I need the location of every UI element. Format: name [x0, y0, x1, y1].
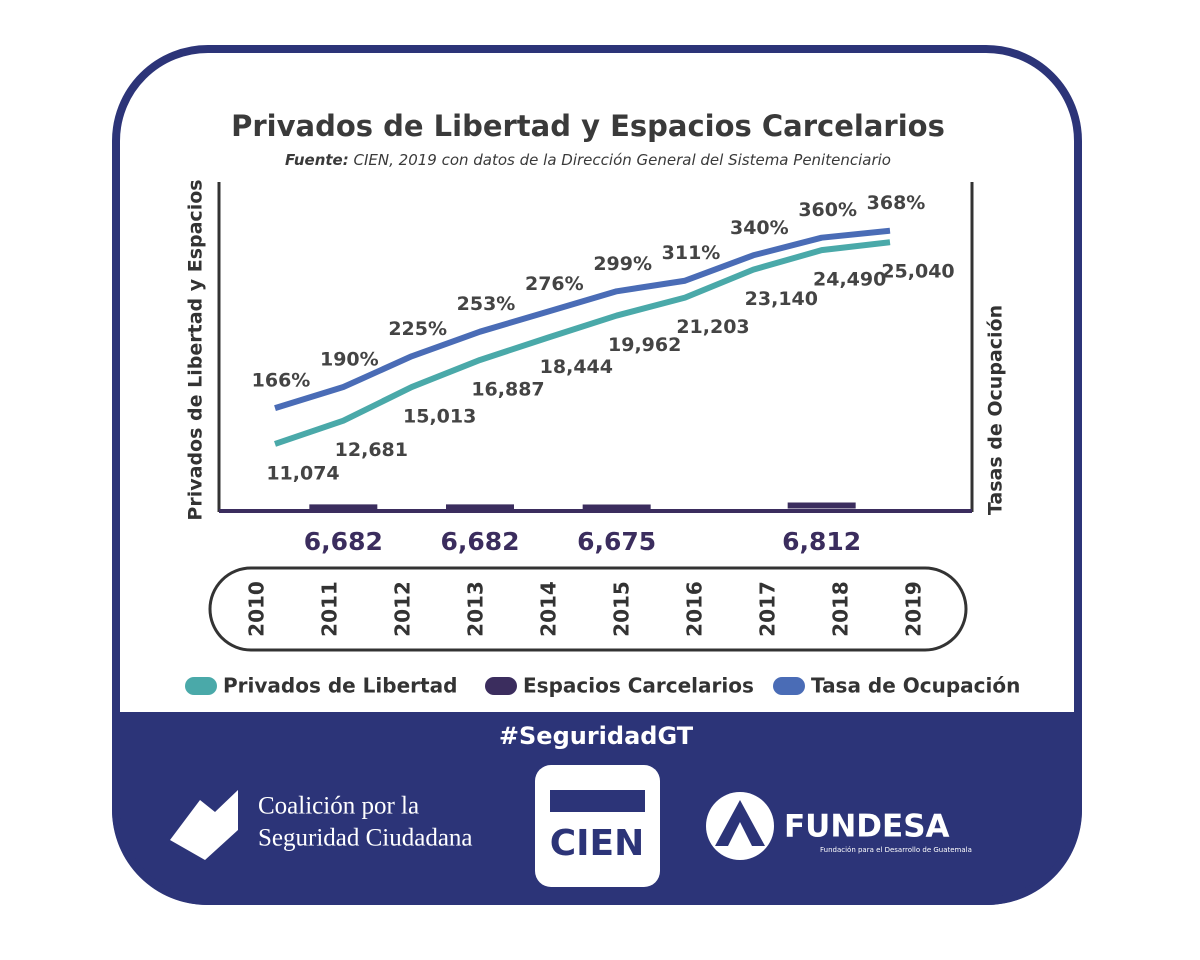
fundesa-sub: Fundación para el Desarrollo de Guatemal… [820, 846, 972, 854]
legend-swatch [485, 677, 517, 695]
data-label: 16,887 [471, 378, 544, 400]
coalition-line2: Seguridad Ciudadana [258, 825, 473, 852]
x-tick-label: 2015 [610, 581, 634, 637]
x-tick-label: 2018 [829, 581, 853, 637]
legend-label: Privados de Libertad [223, 674, 457, 698]
data-label: 311% [662, 242, 721, 264]
legend-label: Tasa de Ocupación [811, 674, 1020, 698]
data-label: 12,681 [335, 439, 408, 461]
x-tick-label: 2011 [318, 581, 342, 637]
data-label: 23,140 [745, 288, 818, 310]
source-label: Fuente: [285, 151, 349, 169]
series-line [274, 239, 891, 447]
legend-swatch [185, 677, 217, 695]
data-label: 253% [457, 293, 516, 315]
data-label: 6,675 [577, 527, 656, 556]
data-label: 6,812 [782, 527, 861, 556]
fundesa-mark [715, 800, 765, 846]
x-tick-label: 2012 [391, 581, 415, 637]
x-tick-label: 2016 [683, 581, 707, 637]
data-label: 299% [593, 253, 652, 275]
series-line [274, 227, 891, 411]
data-label: 24,490 [813, 269, 886, 291]
hashtag: #SeguridadGT [499, 722, 694, 750]
year-pill [208, 566, 968, 652]
data-label: 368% [867, 192, 926, 214]
y-axis-label: Privados de Libertad y Espacios [185, 179, 207, 520]
data-label: 18,444 [540, 356, 613, 378]
fundesa-text: FUNDESA [784, 809, 950, 845]
x-tick-label: 2019 [902, 581, 926, 637]
data-label: 360% [798, 199, 857, 221]
y2-axis-label: Tasas de Ocupación [985, 305, 1007, 515]
hands-icon [170, 790, 238, 860]
data-label: 276% [525, 273, 584, 295]
coalition-line1: Coalición por la [258, 793, 419, 820]
data-label: 11,074 [266, 462, 339, 484]
chart-title: Privados de Libertad y Espacios Carcelar… [231, 109, 945, 143]
legend-swatch [773, 677, 805, 695]
coalition-logo [170, 790, 238, 860]
data-label: 190% [320, 349, 379, 371]
data-label: 19,962 [608, 334, 681, 356]
x-tick-label: 2014 [537, 581, 561, 637]
source-text: CIEN, 2019 con datos de la Dirección Gen… [354, 151, 891, 169]
legend-label: Espacios Carcelarios [523, 674, 754, 698]
data-label: 21,203 [676, 316, 749, 338]
chart-subtitle: Fuente: CIEN, 2019 con datos de la Direc… [285, 151, 891, 169]
data-label: 6,682 [440, 527, 519, 556]
data-label: 15,013 [403, 406, 476, 428]
data-label: 25,040 [881, 261, 954, 283]
cien-text: CIEN [550, 823, 645, 864]
card-border [112, 45, 1082, 905]
data-label: 225% [388, 318, 447, 340]
x-tick-label: 2017 [756, 581, 780, 637]
data-label: 340% [730, 217, 789, 239]
card [112, 45, 1082, 905]
x-tick-label: 2010 [245, 581, 269, 637]
cien-bars [550, 790, 645, 812]
x-tick-label: 2013 [464, 581, 488, 637]
data-label: 166% [252, 370, 311, 392]
data-label: 6,682 [304, 527, 383, 556]
